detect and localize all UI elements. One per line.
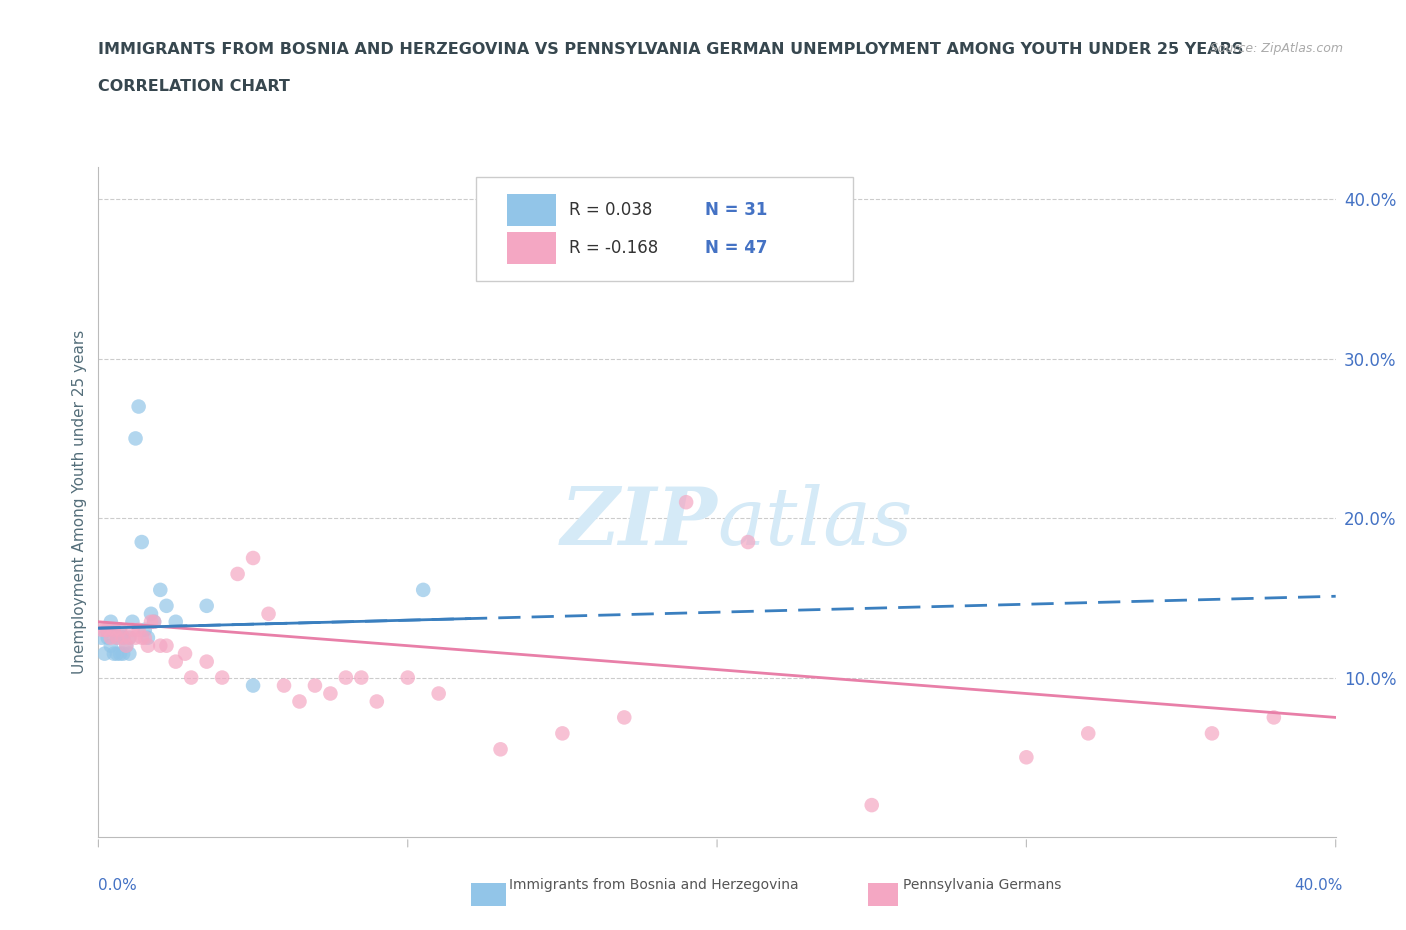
Point (131, 535, 153, 550)
Point (1201, 726, 1223, 741)
Point (242, 678, 264, 693)
Point (195, 654, 218, 669)
Text: R = 0.038: R = 0.038 (568, 201, 652, 219)
Text: 0.0%: 0.0% (98, 878, 138, 893)
Point (242, 551, 264, 565)
Text: N = 31: N = 31 (704, 201, 768, 219)
Text: R = -0.168: R = -0.168 (568, 239, 658, 258)
Point (134, 631, 156, 645)
Point (100, 615, 122, 630)
Text: CORRELATION CHART: CORRELATION CHART (98, 79, 290, 94)
Point (134, 622, 156, 637)
Text: atlas: atlas (717, 484, 912, 561)
Point (165, 654, 187, 669)
Bar (506, 194, 557, 226)
Point (115, 638, 138, 653)
Text: Pennsylvania Germans: Pennsylvania Germans (903, 878, 1062, 893)
Point (143, 615, 166, 630)
Text: ZIP: ZIP (560, 484, 717, 561)
Point (108, 622, 131, 637)
Point (675, 495, 697, 510)
Point (90, 622, 112, 637)
Point (195, 598, 218, 613)
Point (108, 622, 131, 637)
Point (139, 606, 162, 621)
Point (115, 638, 138, 653)
Point (118, 631, 141, 645)
Point (97, 631, 120, 645)
Point (335, 671, 357, 685)
Point (143, 615, 166, 630)
Point (136, 631, 159, 645)
Point (319, 686, 342, 701)
Point (139, 615, 162, 630)
Point (737, 535, 759, 550)
Point (103, 646, 125, 661)
Text: 40.0%: 40.0% (1295, 878, 1343, 893)
Point (121, 622, 143, 637)
Point (112, 631, 135, 645)
Point (90, 631, 112, 645)
Point (412, 582, 434, 597)
Point (211, 671, 233, 685)
Point (131, 631, 153, 645)
Point (165, 615, 187, 630)
Point (551, 726, 574, 741)
Point (103, 622, 125, 637)
Point (124, 431, 146, 445)
Point (100, 631, 122, 645)
Point (273, 678, 295, 693)
Point (149, 582, 172, 597)
Point (366, 694, 388, 709)
Point (121, 615, 143, 630)
Point (128, 622, 150, 637)
Point (489, 742, 512, 757)
Point (124, 631, 146, 645)
Point (350, 671, 373, 685)
Text: Source: ZipAtlas.com: Source: ZipAtlas.com (1209, 42, 1343, 55)
Point (97, 622, 120, 637)
Point (288, 694, 311, 709)
Point (613, 710, 636, 724)
Point (118, 631, 141, 645)
Point (93, 646, 115, 661)
Point (427, 686, 450, 701)
Point (103, 622, 125, 637)
Point (257, 606, 280, 621)
Point (304, 678, 326, 693)
Text: N = 47: N = 47 (704, 239, 768, 258)
Bar (506, 232, 557, 264)
Point (93, 622, 115, 637)
Point (155, 638, 177, 653)
Text: IMMIGRANTS FROM BOSNIA AND HERZEGOVINA VS PENNSYLVANIA GERMAN UNEMPLOYMENT AMONG: IMMIGRANTS FROM BOSNIA AND HERZEGOVINA V… (98, 42, 1244, 57)
Point (112, 631, 135, 645)
FancyBboxPatch shape (475, 178, 853, 281)
Point (155, 598, 177, 613)
Point (105, 646, 128, 661)
Point (226, 566, 249, 581)
Point (396, 671, 419, 685)
Point (118, 646, 141, 661)
Point (105, 631, 128, 645)
Point (1077, 726, 1099, 741)
Point (108, 646, 131, 661)
Point (112, 646, 135, 661)
Point (860, 798, 883, 813)
Point (128, 399, 150, 414)
Point (1263, 710, 1285, 724)
Point (149, 638, 172, 653)
Point (97, 622, 120, 637)
Point (100, 638, 122, 653)
Point (174, 646, 197, 661)
Text: Immigrants from Bosnia and Herzegovina: Immigrants from Bosnia and Herzegovina (509, 878, 799, 893)
Point (1015, 750, 1038, 764)
Point (136, 638, 159, 653)
Point (180, 671, 202, 685)
Point (105, 631, 128, 645)
Y-axis label: Unemployment Among Youth under 25 years: Unemployment Among Youth under 25 years (72, 330, 87, 674)
